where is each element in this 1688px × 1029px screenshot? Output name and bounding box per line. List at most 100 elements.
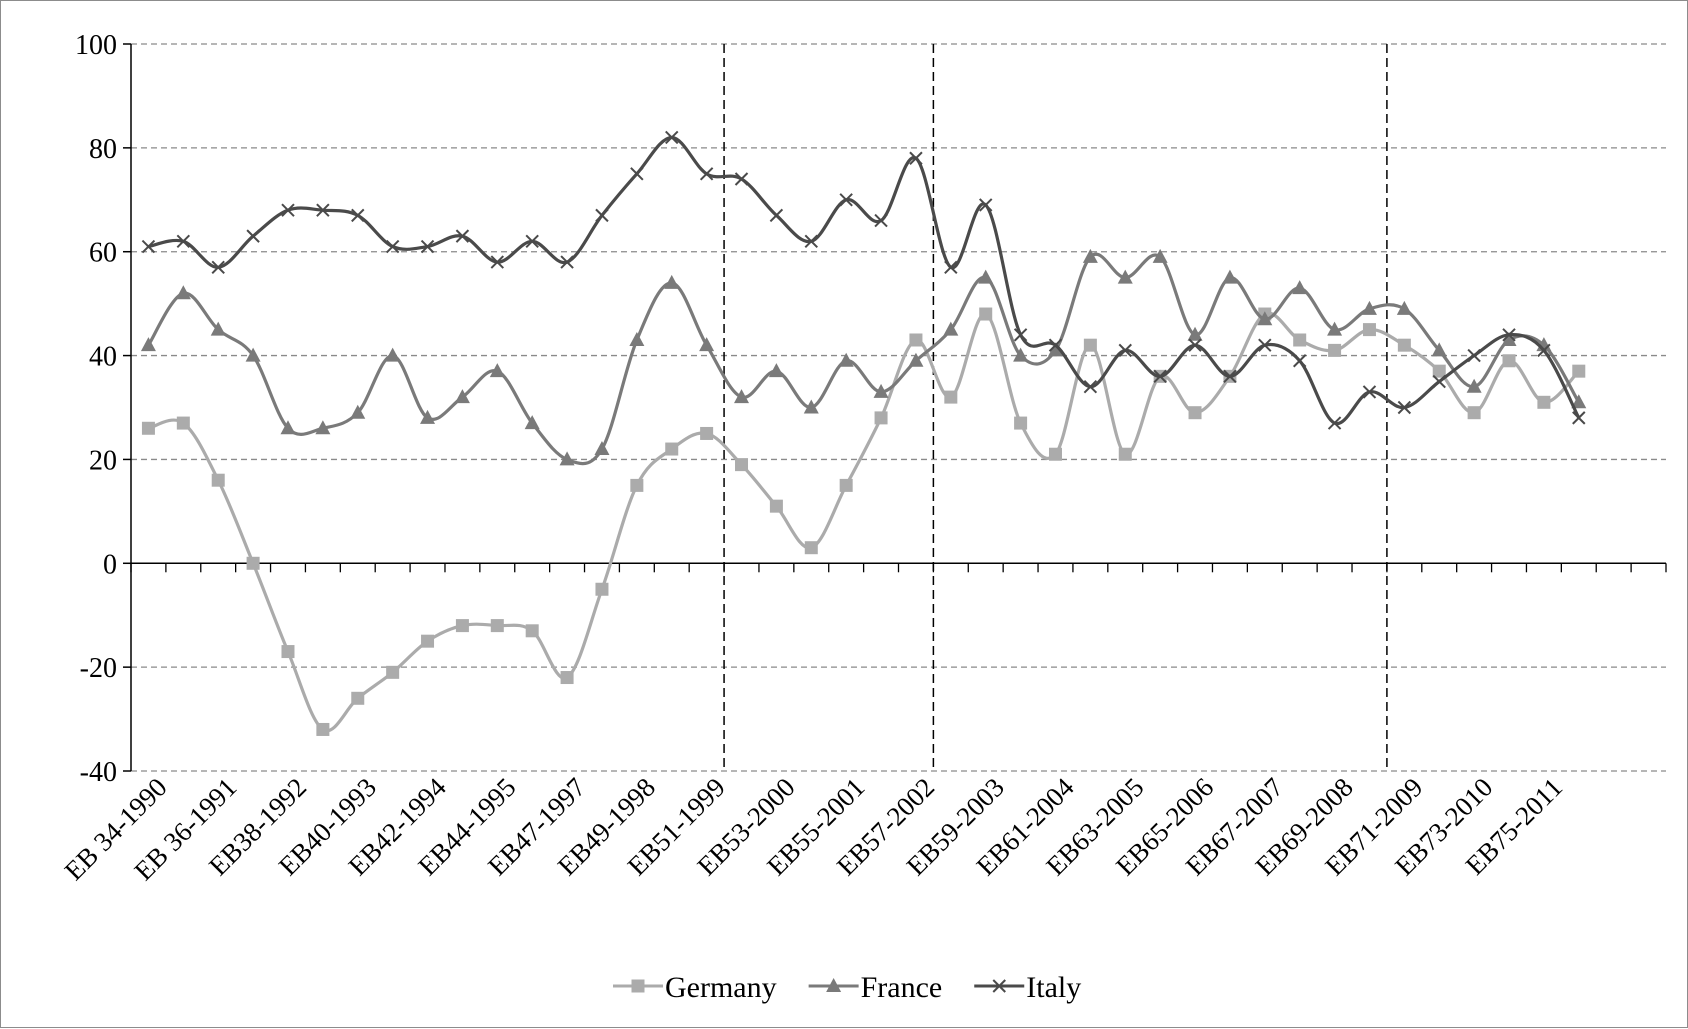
vertical-marker-layer [723, 44, 1388, 771]
germany-point [1014, 416, 1028, 430]
x-marker-stroke [839, 193, 853, 207]
germany-point [1188, 406, 1202, 420]
x-marker-stroke [560, 255, 574, 269]
germany-point [386, 665, 400, 679]
x-marker-stroke [351, 208, 365, 223]
germany-point [735, 458, 749, 472]
germany-point [769, 499, 783, 513]
germany-point [700, 426, 714, 440]
legend-france-label: France [861, 971, 943, 1004]
germany-point [421, 634, 435, 648]
italy-point [1502, 328, 1516, 342]
x-marker-stroke [909, 151, 923, 165]
y-tick-label: -40 [80, 757, 117, 788]
x-marker-stroke [1083, 380, 1098, 394]
series-italy [141, 130, 1586, 430]
italy-point [1467, 348, 1481, 363]
france-point [454, 389, 470, 404]
france-point [280, 420, 296, 435]
france-point [1013, 347, 1029, 362]
legend-france-marker [826, 978, 842, 992]
series-germany [141, 307, 1586, 736]
germany-point [1502, 354, 1516, 368]
x-marker-stroke [804, 234, 818, 249]
x-marker-stroke [1572, 411, 1586, 425]
legend-germany-marker [631, 979, 645, 993]
germany-point [1048, 447, 1062, 461]
series-france [140, 248, 1587, 466]
x-marker-stroke [1153, 369, 1167, 384]
x-marker-stroke [874, 213, 888, 228]
france-point [664, 274, 680, 289]
y-tick-label: -20 [80, 653, 117, 684]
y-tick-label: 80 [89, 134, 117, 165]
france-line [146, 252, 1581, 466]
x-marker-stroke [665, 130, 679, 145]
italy-point [281, 203, 295, 217]
france-point [1222, 269, 1238, 284]
france-point [699, 337, 715, 352]
germany-point [804, 541, 818, 555]
france-point [1292, 280, 1308, 295]
x-marker-stroke [246, 229, 260, 243]
y-tick-label: 20 [89, 445, 117, 476]
italy-point [316, 203, 330, 217]
germany-point [874, 411, 888, 425]
italy-point [560, 255, 574, 269]
x-marker-stroke [455, 229, 470, 243]
x-marker-stroke [979, 198, 993, 212]
italy-point [630, 167, 644, 181]
germany-point [1397, 338, 1411, 352]
x-marker-stroke [1397, 400, 1412, 415]
france-point [908, 352, 924, 367]
france-point [175, 285, 191, 300]
x-marker-stroke [630, 167, 644, 181]
y-tick-label: 100 [75, 30, 117, 61]
x-marker-stroke [1258, 338, 1272, 352]
france-point [489, 363, 505, 378]
germany-point [1467, 406, 1481, 420]
x-marker-stroke [1292, 354, 1307, 368]
france-point [1327, 321, 1343, 336]
legend-item-germany: Germany [613, 971, 777, 1004]
x-marker-stroke [1048, 338, 1063, 352]
france-point [873, 383, 889, 398]
france-point [943, 321, 959, 336]
x-marker-stroke [1013, 328, 1028, 342]
france-point [420, 409, 436, 424]
france-point [1501, 331, 1517, 346]
france-point [315, 420, 331, 435]
france-point [1571, 394, 1587, 409]
italy-point [1153, 369, 1167, 384]
x-marker-stroke [211, 260, 225, 274]
x-marker-stroke [1502, 328, 1516, 342]
italy-point [211, 260, 225, 274]
germany-point [490, 619, 504, 633]
y-tick-label: 40 [89, 342, 117, 373]
france-point [1047, 342, 1063, 357]
france-point [768, 363, 784, 378]
x-marker-stroke [281, 203, 295, 217]
x-marker-stroke [1362, 385, 1377, 399]
france-point [1257, 311, 1273, 326]
germany-point [944, 390, 958, 404]
italy-point [804, 234, 818, 249]
germany-point [839, 478, 853, 492]
italy-point [351, 208, 365, 223]
germany-point [281, 645, 295, 659]
france-point [594, 441, 610, 456]
x-marker-stroke [1327, 416, 1342, 430]
germany-point [176, 416, 190, 430]
germany-point [211, 473, 225, 487]
x-marker-stroke [1467, 348, 1481, 363]
italy-point [1327, 416, 1342, 430]
x-marker-stroke [769, 208, 784, 223]
germany-point [909, 333, 923, 347]
legend-item-france: France [808, 971, 943, 1004]
italy-point [1362, 385, 1377, 399]
italy-point [734, 172, 749, 186]
italy-point [1118, 343, 1132, 358]
italy-point [839, 193, 853, 207]
germany-point [316, 722, 330, 736]
legend-germany-label: Germany [665, 971, 777, 1004]
